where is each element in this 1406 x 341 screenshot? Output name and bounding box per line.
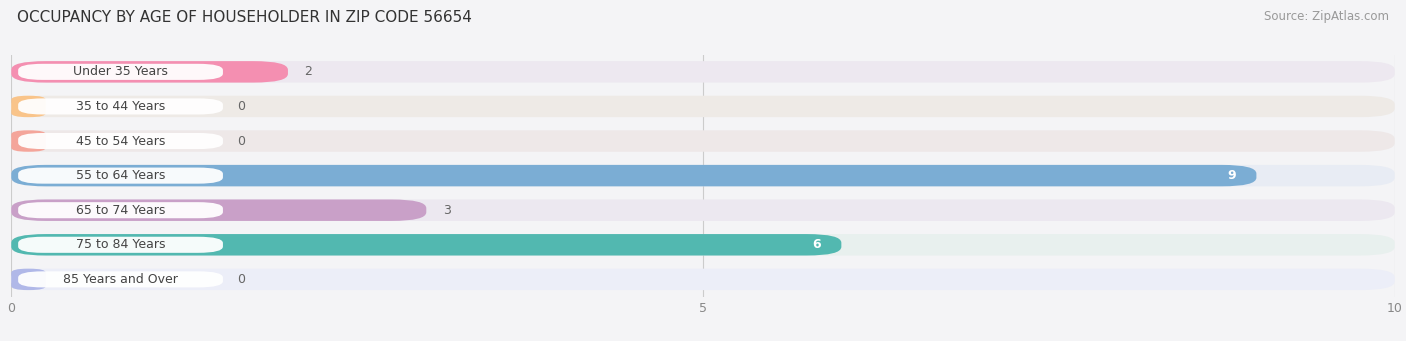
Text: 45 to 54 Years: 45 to 54 Years — [76, 135, 166, 148]
Text: Source: ZipAtlas.com: Source: ZipAtlas.com — [1264, 10, 1389, 23]
Text: 85 Years and Over: 85 Years and Over — [63, 273, 179, 286]
Text: 6: 6 — [813, 238, 821, 251]
FancyBboxPatch shape — [18, 99, 224, 115]
FancyBboxPatch shape — [11, 269, 46, 290]
FancyBboxPatch shape — [11, 199, 426, 221]
Text: 2: 2 — [305, 65, 312, 78]
FancyBboxPatch shape — [11, 234, 841, 255]
FancyBboxPatch shape — [11, 234, 1395, 255]
Text: 75 to 84 Years: 75 to 84 Years — [76, 238, 166, 251]
FancyBboxPatch shape — [11, 165, 1257, 186]
Text: 65 to 74 Years: 65 to 74 Years — [76, 204, 166, 217]
FancyBboxPatch shape — [18, 64, 224, 80]
Text: 55 to 64 Years: 55 to 64 Years — [76, 169, 166, 182]
FancyBboxPatch shape — [11, 61, 288, 83]
Text: 0: 0 — [236, 273, 245, 286]
FancyBboxPatch shape — [11, 61, 1395, 83]
Text: 0: 0 — [236, 135, 245, 148]
FancyBboxPatch shape — [11, 130, 46, 152]
FancyBboxPatch shape — [11, 199, 1395, 221]
FancyBboxPatch shape — [11, 269, 1395, 290]
FancyBboxPatch shape — [18, 167, 224, 184]
FancyBboxPatch shape — [18, 202, 224, 218]
Text: 9: 9 — [1227, 169, 1236, 182]
FancyBboxPatch shape — [18, 237, 224, 253]
FancyBboxPatch shape — [18, 133, 224, 149]
FancyBboxPatch shape — [11, 96, 46, 117]
FancyBboxPatch shape — [18, 271, 224, 287]
Text: 3: 3 — [443, 204, 451, 217]
Text: 0: 0 — [236, 100, 245, 113]
FancyBboxPatch shape — [11, 165, 1395, 186]
Text: OCCUPANCY BY AGE OF HOUSEHOLDER IN ZIP CODE 56654: OCCUPANCY BY AGE OF HOUSEHOLDER IN ZIP C… — [17, 10, 472, 25]
Text: Under 35 Years: Under 35 Years — [73, 65, 167, 78]
FancyBboxPatch shape — [11, 96, 1395, 117]
Text: 35 to 44 Years: 35 to 44 Years — [76, 100, 165, 113]
FancyBboxPatch shape — [11, 130, 1395, 152]
